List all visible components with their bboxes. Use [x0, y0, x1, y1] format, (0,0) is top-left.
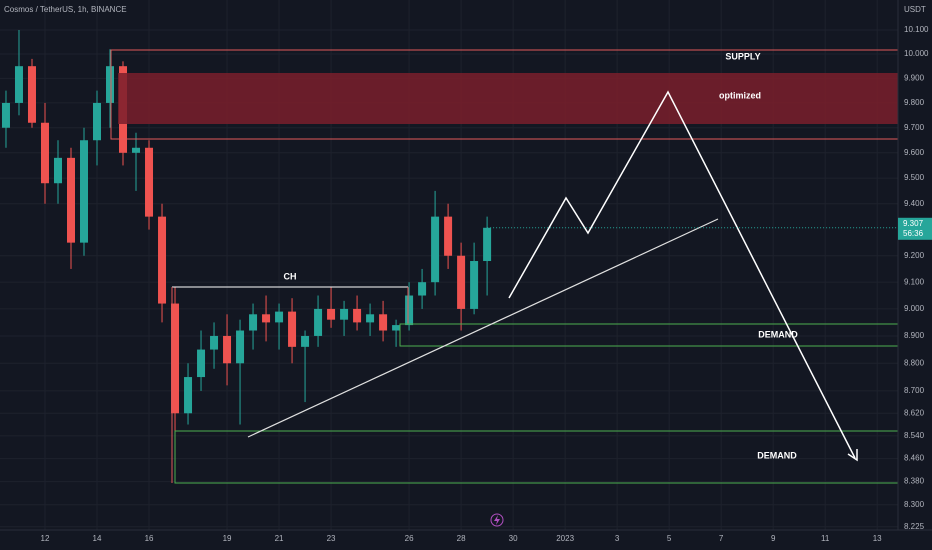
y-tick-label: 9.100	[904, 277, 925, 286]
candle-body	[106, 66, 115, 103]
candle-body	[184, 377, 193, 414]
arrow-head	[847, 449, 858, 462]
candle-body	[236, 330, 245, 364]
last-price-label: 9.307	[903, 219, 924, 228]
annotation: DEMAND	[758, 329, 798, 339]
candle-body	[197, 349, 206, 378]
y-tick-label: 8.620	[904, 408, 925, 417]
candle-body	[14, 66, 23, 103]
candle-body	[27, 66, 36, 123]
y-tick-label: 8.300	[904, 500, 925, 509]
y-tick-label: 9.500	[904, 173, 925, 182]
x-tick-label: 19	[223, 534, 232, 543]
candle-body	[379, 314, 388, 331]
candle-body	[93, 102, 102, 141]
chart-title: Cosmos / TetherUS, 1h, BINANCE	[4, 5, 127, 14]
annotation: optimized	[719, 90, 761, 100]
x-tick-label: 30	[509, 534, 518, 543]
event-icon[interactable]	[490, 513, 504, 527]
candle-body	[431, 216, 440, 283]
candle-body	[275, 311, 284, 323]
candle-body	[40, 122, 49, 184]
x-tick-label: 7	[719, 534, 724, 543]
last-price-box	[898, 217, 932, 240]
candle-body	[301, 335, 310, 347]
candle-body	[457, 255, 466, 309]
x-tick-label: 2023	[556, 534, 574, 543]
annotation: DEMAND	[757, 450, 797, 460]
x-tick-label: 13	[873, 534, 882, 543]
y-tick-label: 8.540	[904, 431, 925, 440]
candle-body	[145, 147, 154, 217]
candle-body	[80, 140, 89, 243]
x-tick-label: 11	[821, 534, 830, 543]
x-tick-label: 5	[667, 534, 672, 543]
candle-body	[366, 314, 375, 323]
candle-body	[132, 147, 141, 153]
y-tick-label: 9.200	[904, 251, 925, 260]
candle-body	[314, 308, 323, 336]
y-tick-label: 8.460	[904, 454, 925, 463]
event-icon-bolt	[494, 515, 500, 525]
candle-body	[249, 314, 258, 331]
candle-body	[1, 102, 10, 128]
y-tick-label: 9.600	[904, 148, 925, 157]
candle-body	[66, 157, 75, 243]
x-tick-label: 16	[145, 534, 154, 543]
candle-body	[53, 157, 62, 184]
candle-body	[470, 261, 479, 309]
candle-body	[444, 216, 453, 256]
candle-body	[262, 314, 271, 323]
y-axis-label: USDT	[904, 5, 926, 14]
x-tick-label: 14	[93, 534, 102, 543]
y-tick-label: 8.700	[904, 386, 925, 395]
x-tick-label: 23	[327, 534, 336, 543]
axes: 10.100 10.000 9.900 9.800 9.700 9.600 9.500 9.4…	[41, 25, 932, 543]
candle-body	[210, 335, 219, 350]
drawings: SUPPLY optimized CH DEMAND DEMAND	[110, 49, 899, 484]
y-tick-label: 9.700	[904, 123, 925, 132]
candle-body	[353, 308, 362, 323]
y-tick-label: 8.800	[904, 358, 925, 367]
annotation: CH	[284, 271, 297, 281]
x-tick-label: 12	[41, 534, 50, 543]
optimized-zone	[118, 73, 898, 124]
candle-body	[405, 295, 414, 326]
y-tick-label: 8.380	[904, 477, 925, 486]
x-tick-label: 28	[457, 534, 466, 543]
candle-body	[418, 282, 427, 296]
candle-body	[392, 325, 401, 331]
x-tick-label: 26	[405, 534, 414, 543]
y-tick-label: 9.800	[904, 98, 925, 107]
projection	[508, 90, 856, 459]
x-tick-label: 21	[275, 534, 284, 543]
y-tick-label: 10.000	[904, 49, 929, 58]
y-tick-label: 10.100	[904, 25, 929, 34]
candle-body	[158, 216, 167, 304]
candle-body	[327, 308, 336, 320]
y-tick-label: 9.000	[904, 304, 925, 313]
candle-body	[171, 303, 180, 414]
candle-body	[223, 335, 232, 364]
x-tick-label: 9	[771, 534, 776, 543]
candle-body	[288, 311, 297, 347]
x-tick-label: 3	[615, 534, 620, 543]
candle-body	[340, 308, 349, 320]
annotation: SUPPLY	[725, 51, 760, 61]
y-tick-label: 8.225	[904, 522, 925, 531]
y-tick-label: 9.900	[904, 73, 925, 82]
trend-line	[247, 218, 719, 438]
y-tick-label: 8.900	[904, 331, 925, 340]
y-tick-label: 9.400	[904, 199, 925, 208]
countdown-label: 56:36	[903, 229, 924, 238]
candle-body	[483, 227, 492, 262]
